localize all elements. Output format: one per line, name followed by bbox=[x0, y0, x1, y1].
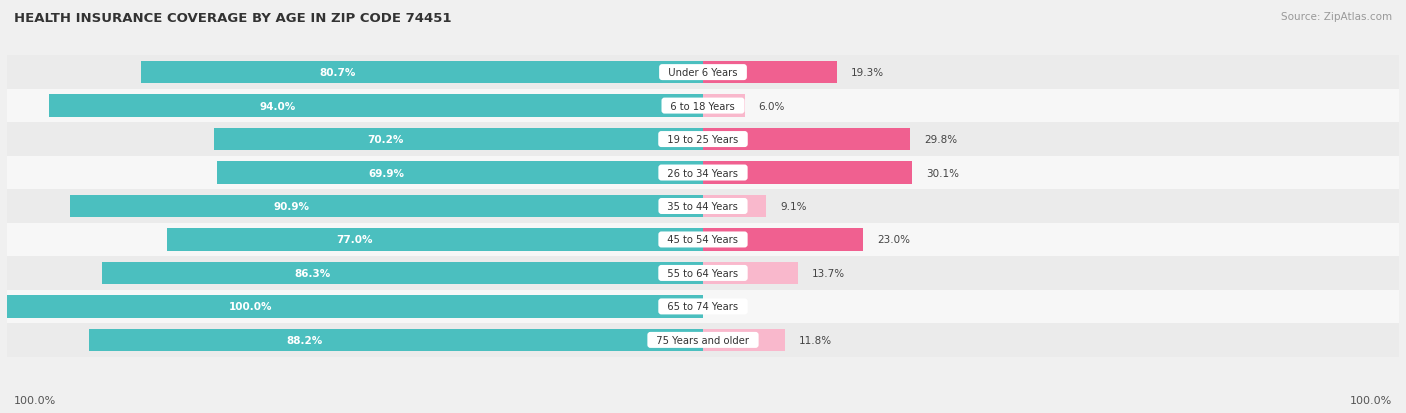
Text: 94.0%: 94.0% bbox=[260, 101, 295, 112]
Bar bbox=[703, 228, 863, 251]
Text: 30.1%: 30.1% bbox=[927, 168, 959, 178]
Text: 69.9%: 69.9% bbox=[368, 168, 405, 178]
Text: 80.7%: 80.7% bbox=[319, 68, 356, 78]
Text: 100.0%: 100.0% bbox=[1350, 395, 1392, 405]
FancyBboxPatch shape bbox=[7, 157, 1399, 190]
Bar bbox=[703, 95, 745, 118]
Text: 65 to 74 Years: 65 to 74 Years bbox=[661, 301, 745, 312]
Text: 29.8%: 29.8% bbox=[924, 135, 957, 145]
Bar bbox=[89, 329, 703, 351]
Text: 55 to 64 Years: 55 to 64 Years bbox=[661, 268, 745, 278]
Bar bbox=[215, 128, 703, 151]
Text: 45 to 54 Years: 45 to 54 Years bbox=[661, 235, 745, 245]
FancyBboxPatch shape bbox=[7, 56, 1399, 90]
FancyBboxPatch shape bbox=[7, 323, 1399, 357]
Bar bbox=[142, 62, 703, 84]
Text: 13.7%: 13.7% bbox=[813, 268, 845, 278]
FancyBboxPatch shape bbox=[7, 290, 1399, 323]
Text: 35 to 44 Years: 35 to 44 Years bbox=[661, 202, 745, 211]
Text: 75 Years and older: 75 Years and older bbox=[651, 335, 755, 345]
Text: HEALTH INSURANCE COVERAGE BY AGE IN ZIP CODE 74451: HEALTH INSURANCE COVERAGE BY AGE IN ZIP … bbox=[14, 12, 451, 25]
Text: Source: ZipAtlas.com: Source: ZipAtlas.com bbox=[1281, 12, 1392, 22]
Bar bbox=[70, 195, 703, 218]
Text: 0.0%: 0.0% bbox=[717, 301, 744, 312]
Bar bbox=[703, 62, 838, 84]
Text: 6.0%: 6.0% bbox=[759, 101, 785, 112]
Bar bbox=[7, 295, 703, 318]
Text: 9.1%: 9.1% bbox=[780, 202, 807, 211]
Bar bbox=[49, 95, 703, 118]
Text: 86.3%: 86.3% bbox=[294, 268, 330, 278]
Text: 19.3%: 19.3% bbox=[851, 68, 884, 78]
Text: 100.0%: 100.0% bbox=[14, 395, 56, 405]
Text: 6 to 18 Years: 6 to 18 Years bbox=[665, 101, 741, 112]
Bar bbox=[703, 162, 912, 185]
Text: 88.2%: 88.2% bbox=[285, 335, 322, 345]
FancyBboxPatch shape bbox=[7, 223, 1399, 256]
Bar bbox=[703, 329, 785, 351]
Text: 100.0%: 100.0% bbox=[229, 301, 273, 312]
Bar bbox=[103, 262, 703, 285]
Text: 90.9%: 90.9% bbox=[274, 202, 309, 211]
FancyBboxPatch shape bbox=[7, 256, 1399, 290]
Bar bbox=[167, 228, 703, 251]
Bar bbox=[703, 128, 911, 151]
Bar bbox=[703, 262, 799, 285]
Bar bbox=[217, 162, 703, 185]
Text: 70.2%: 70.2% bbox=[367, 135, 404, 145]
Bar bbox=[703, 195, 766, 218]
Text: Under 6 Years: Under 6 Years bbox=[662, 68, 744, 78]
FancyBboxPatch shape bbox=[7, 123, 1399, 157]
Text: 19 to 25 Years: 19 to 25 Years bbox=[661, 135, 745, 145]
Text: 11.8%: 11.8% bbox=[799, 335, 832, 345]
FancyBboxPatch shape bbox=[7, 90, 1399, 123]
Text: 26 to 34 Years: 26 to 34 Years bbox=[661, 168, 745, 178]
Text: 77.0%: 77.0% bbox=[336, 235, 373, 245]
Text: 23.0%: 23.0% bbox=[877, 235, 910, 245]
FancyBboxPatch shape bbox=[7, 190, 1399, 223]
